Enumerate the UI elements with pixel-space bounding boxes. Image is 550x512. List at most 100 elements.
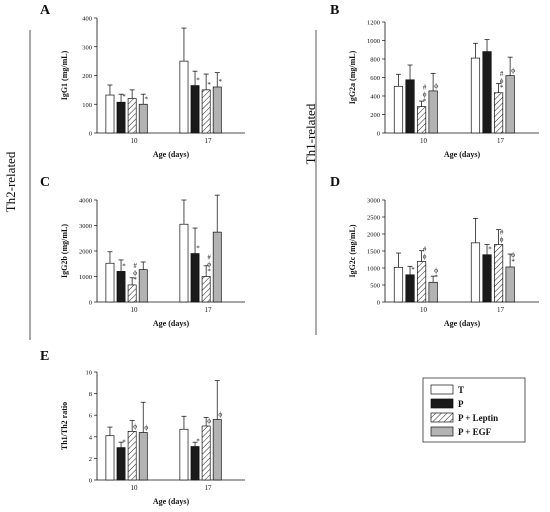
legend-swatch-t	[430, 384, 454, 395]
y-tick-label: 4	[89, 434, 93, 441]
y-tick-label: 300	[82, 44, 92, 51]
bar-t	[105, 94, 115, 134]
y-tick-label: 3000	[367, 198, 380, 205]
significance-mark: ϕ	[423, 91, 427, 99]
panel-d: D 0 500 1000 1500 2000 2500 3000 IgG2c (mg/mL) Ag…	[330, 175, 539, 328]
significance-mark: *	[411, 266, 415, 274]
bar-p	[116, 447, 126, 481]
panel-letter: B	[330, 3, 339, 18]
y-tick-label: 0	[89, 300, 92, 307]
bar-egf	[505, 266, 515, 303]
y-tick-label: 4000	[79, 198, 92, 205]
x-tick-label: 10	[131, 137, 139, 145]
legend-swatch-p	[430, 398, 454, 409]
panel-letter: A	[40, 3, 51, 18]
significance-mark: ϕ	[500, 236, 504, 244]
bar-p	[116, 271, 126, 303]
significance-mark: *	[196, 77, 200, 85]
x-axis-label: Age (days)	[153, 497, 190, 506]
panel-a: A 0 100 200 300 400 IgG1 (mg/mL) Age (days) * * 10…	[40, 3, 245, 159]
bar-egf	[212, 419, 222, 481]
x-axis-label: Age (days)	[444, 319, 481, 328]
bar-leptin	[127, 284, 137, 303]
bar-leptin	[201, 425, 211, 481]
x-axis-label: Age (days)	[153, 319, 190, 328]
significance-mark: *	[434, 273, 438, 281]
legend-swatch-egf	[430, 426, 454, 437]
x-tick-label: 10	[131, 306, 139, 314]
y-tick-label: 400	[370, 94, 380, 101]
bar-t	[393, 85, 404, 134]
significance-mark: #	[423, 84, 427, 92]
significance-mark: #	[423, 246, 427, 254]
legend-label-egf: P + EGF	[458, 427, 492, 437]
y-tick-label: 400	[82, 16, 92, 23]
bar-leptin	[416, 261, 427, 303]
significance-mark: *	[196, 245, 200, 253]
significance-mark: ϕ	[133, 269, 137, 277]
legend-item-t: T	[430, 384, 464, 395]
y-tick-label: 1000	[79, 274, 92, 281]
bar-t	[105, 262, 115, 303]
bar-p	[405, 274, 415, 303]
bar-t	[179, 60, 189, 134]
x-tick-label: 17	[205, 484, 213, 492]
significance-mark: *	[122, 93, 126, 101]
bar-egf	[138, 432, 148, 481]
significance-mark: ϕ	[133, 422, 137, 430]
significance-mark: #	[500, 70, 504, 78]
bar-egf	[212, 86, 222, 134]
significance-mark: *	[500, 84, 504, 92]
y-tick-label: 2	[89, 456, 92, 463]
y-axis-label: IgG2a (mg/mL)	[348, 50, 357, 104]
legend-item-egf: P + EGF	[430, 426, 492, 437]
bar-t	[393, 266, 404, 303]
bar-t	[179, 428, 189, 481]
legend-swatch-leptin	[430, 412, 454, 423]
y-tick-label: 1500	[367, 249, 380, 256]
bar-p	[190, 446, 200, 481]
y-tick-label: 500	[370, 283, 380, 290]
y-tick-label: 100	[82, 102, 92, 109]
y-tick-label: 2000	[367, 232, 380, 239]
bar-leptin	[493, 244, 504, 303]
y-tick-label: 1000	[367, 266, 380, 273]
significance-mark: *	[207, 81, 211, 89]
bar-leptin	[416, 106, 427, 134]
significance-mark: *	[145, 95, 149, 103]
legend-label-t: T	[458, 385, 464, 395]
bar-p	[482, 254, 492, 303]
panel-letter: E	[40, 349, 49, 364]
bar-egf	[428, 90, 438, 134]
bar-egf	[138, 103, 148, 134]
y-tick-label: 10	[86, 370, 93, 377]
significance-mark: ϕ	[207, 261, 211, 269]
x-axis-label: Age (days)	[153, 150, 190, 159]
bar-t	[179, 223, 189, 303]
legend-item-leptin: P + Leptin	[430, 412, 498, 423]
y-tick-label: 8	[89, 391, 92, 398]
y-axis-label: IgG1 (mg/mL)	[60, 50, 69, 100]
y-tick-label: 6	[89, 413, 93, 420]
significance-mark: *	[488, 246, 492, 254]
x-tick-label: 17	[205, 306, 213, 314]
bar-t	[105, 435, 115, 481]
significance-mark: #	[207, 254, 211, 262]
significance-mark: ϕ	[218, 411, 222, 419]
significance-mark: *	[196, 438, 200, 446]
significance-mark: ϕ	[500, 77, 504, 85]
significance-mark: ϕ	[434, 82, 438, 90]
legend-item-p: P	[430, 398, 464, 409]
significance-mark: *	[122, 262, 126, 270]
y-tick-label: 1000	[367, 38, 380, 45]
side-label-right: Th1-related	[303, 103, 318, 164]
x-tick-label: 10	[420, 306, 428, 314]
legend-label-leptin: P + Leptin	[458, 413, 498, 423]
panel-letter: D	[330, 175, 340, 190]
y-tick-label: 0	[89, 131, 92, 138]
bar-t	[470, 57, 481, 134]
panel-letter: C	[40, 175, 50, 190]
bar-leptin	[127, 98, 137, 134]
